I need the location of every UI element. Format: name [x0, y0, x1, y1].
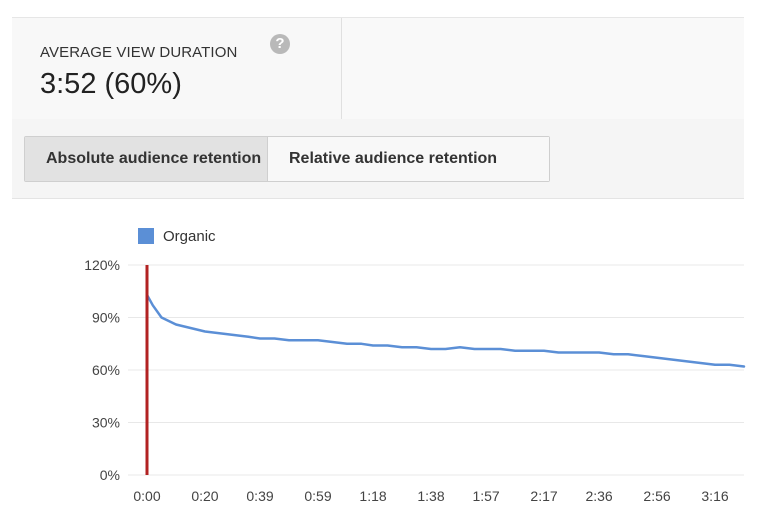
metric-value: 3:52 (60%) — [40, 68, 182, 100]
tab-strip: Absolute audience retention Relative aud… — [12, 119, 744, 199]
x-tick-label: 3:16 — [701, 488, 728, 504]
x-tick-label: 0:20 — [191, 488, 218, 504]
legend-swatch — [138, 228, 154, 244]
retention-chart: 0% 30% 60% 90% 120% 0:00 0:20 0:39 0:59 1:18 1:38 1… — [0, 200, 768, 524]
x-tick-label: 2:17 — [530, 488, 557, 504]
y-tick-label: 60% — [92, 362, 120, 378]
question-icon[interactable]: ? — [270, 34, 290, 54]
x-tick-label: 2:56 — [643, 488, 670, 504]
y-tick-label: 120% — [84, 257, 120, 273]
x-tick-label: 0:39 — [246, 488, 273, 504]
x-tick-label: 1:18 — [359, 488, 386, 504]
metric-label: AVERAGE VIEW DURATION — [40, 44, 238, 61]
x-tick-label: 1:57 — [472, 488, 499, 504]
metric-card-empty — [342, 18, 744, 119]
x-tick-label: 0:59 — [304, 488, 331, 504]
x-tick-label: 0:00 — [133, 488, 160, 504]
legend-label: Organic — [163, 228, 216, 245]
retention-toggle: Absolute audience retention Relative aud… — [24, 136, 550, 182]
series-line-organic — [145, 293, 746, 368]
x-tick-label: 2:36 — [585, 488, 612, 504]
average-view-duration-card[interactable]: AVERAGE VIEW DURATION ? 3:52 (60%) — [12, 18, 342, 119]
x-tick-label: 1:38 — [417, 488, 444, 504]
y-tick-label: 30% — [92, 415, 120, 431]
y-tick-label: 90% — [92, 310, 120, 326]
tab-absolute-audience-retention[interactable]: Absolute audience retention — [25, 137, 268, 181]
tab-relative-audience-retention[interactable]: Relative audience retention — [268, 137, 549, 181]
y-tick-label: 0% — [100, 467, 120, 483]
metrics-strip: AVERAGE VIEW DURATION ? 3:52 (60%) — [12, 17, 744, 120]
retention-chart-svg: 0% 30% 60% 90% 120% 0:00 0:20 0:39 0:59 1:18 1:38 1… — [84, 228, 746, 504]
